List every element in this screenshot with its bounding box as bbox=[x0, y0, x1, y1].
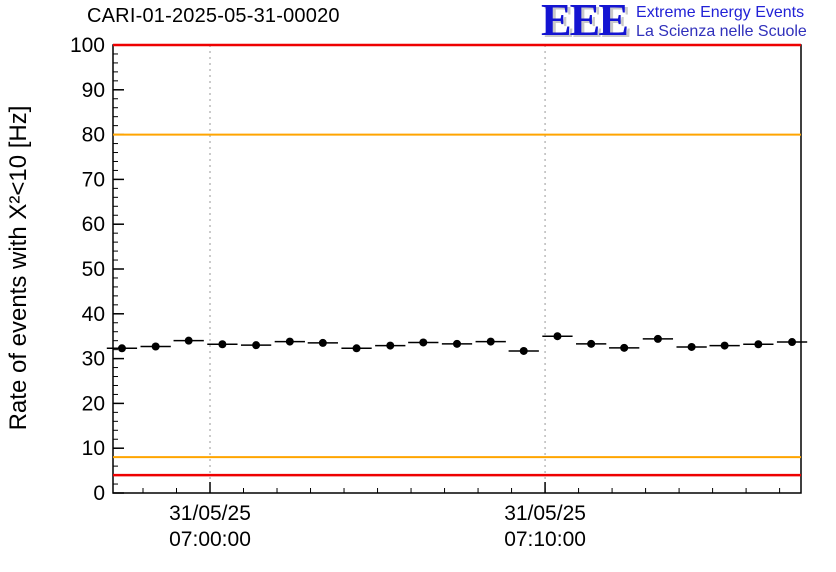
y-tick-label: 40 bbox=[82, 303, 105, 326]
eee-logo-subtitle: Extreme Energy Events La Scienza nelle S… bbox=[636, 0, 807, 41]
plot-frame bbox=[112, 44, 802, 494]
data-point bbox=[587, 339, 596, 348]
y-tick-label: 70 bbox=[82, 168, 105, 191]
y-axis-label: Rate of events with X²<10 [Hz] bbox=[5, 106, 32, 431]
y-tick-label: 80 bbox=[82, 124, 105, 147]
y-tick-label: 20 bbox=[82, 392, 105, 415]
data-point bbox=[218, 340, 227, 349]
data-point bbox=[519, 346, 528, 355]
x-tick-label-date: 31/05/25 bbox=[504, 502, 586, 525]
data-point bbox=[352, 344, 361, 353]
eee-logo-line-1: Extreme Energy Events bbox=[636, 4, 805, 21]
data-point bbox=[754, 340, 763, 349]
x-tick-label-time: 07:00:00 bbox=[169, 528, 251, 551]
data-point bbox=[620, 343, 629, 352]
eee-logo-acronym: EEE bbox=[541, 0, 629, 45]
data-point bbox=[386, 341, 395, 350]
data-point bbox=[285, 337, 294, 346]
data-point bbox=[720, 341, 729, 350]
eee-logo-line-2: La Scienza nelle Scuole bbox=[636, 23, 807, 40]
y-tick-label: 50 bbox=[82, 258, 105, 281]
y-tick-label: 10 bbox=[82, 437, 105, 460]
data-point bbox=[419, 338, 428, 347]
data-point bbox=[486, 337, 495, 346]
x-axis: 31/05/25 07:00:00 31/05/25 07:10:00 bbox=[142, 482, 781, 551]
x-tick-label-date: 31/05/25 bbox=[169, 502, 251, 525]
data-series-event-rate bbox=[106, 332, 808, 355]
data-point bbox=[687, 342, 696, 351]
data-point bbox=[318, 338, 327, 347]
y-tick-label: 90 bbox=[82, 79, 105, 102]
y-tick-label: 60 bbox=[82, 213, 105, 236]
data-point bbox=[653, 334, 662, 343]
data-point bbox=[184, 336, 193, 345]
threshold-lines bbox=[113, 43, 801, 477]
x-tick-label-time: 07:10:00 bbox=[504, 528, 586, 551]
data-point bbox=[788, 338, 797, 347]
eee-logo: EEE Extreme Energy Events La Scienza nel… bbox=[541, 0, 807, 45]
chart-title: CARI-01-2025-05-31-00020 bbox=[87, 5, 340, 27]
data-point bbox=[252, 341, 261, 350]
y-tick-label: 30 bbox=[82, 348, 105, 371]
data-point bbox=[453, 339, 461, 348]
gridlines bbox=[209, 45, 546, 493]
y-tick-label: 100 bbox=[70, 34, 105, 57]
data-point bbox=[151, 342, 160, 351]
data-point bbox=[553, 332, 562, 341]
data-point bbox=[117, 344, 126, 353]
y-tick-label: 0 bbox=[93, 482, 105, 505]
y-axis: 0 10 20 30 40 50 60 70 80 90 100 bbox=[70, 34, 124, 505]
